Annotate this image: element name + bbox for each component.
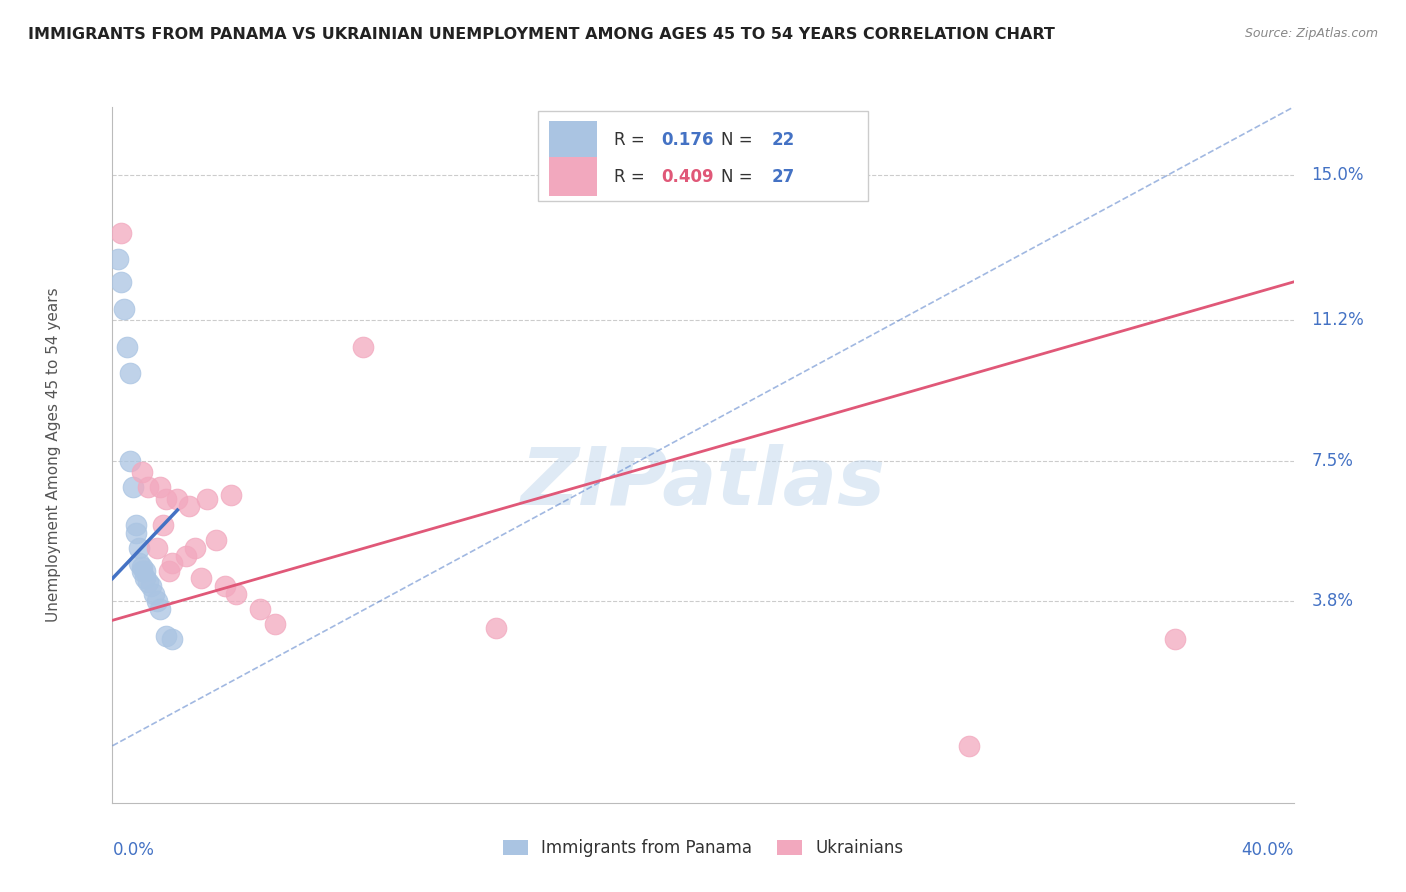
Point — [110, 226, 132, 240]
Point — [155, 628, 177, 642]
Point — [146, 594, 169, 608]
Legend: Immigrants from Panama, Ukrainians: Immigrants from Panama, Ukrainians — [496, 833, 910, 864]
Text: 22: 22 — [772, 131, 794, 149]
Text: ZIPatlas: ZIPatlas — [520, 443, 886, 522]
Point — [152, 518, 174, 533]
FancyBboxPatch shape — [537, 111, 869, 201]
Point — [264, 617, 287, 632]
Point — [1164, 632, 1187, 647]
Point — [136, 480, 159, 494]
Point — [352, 340, 374, 354]
Text: 15.0%: 15.0% — [1312, 167, 1364, 185]
Point — [134, 564, 156, 578]
Point — [128, 556, 150, 570]
Point — [120, 366, 142, 380]
Point — [131, 564, 153, 578]
Point — [146, 541, 169, 555]
Point — [160, 632, 183, 647]
Point — [249, 602, 271, 616]
Text: 0.409: 0.409 — [662, 168, 714, 186]
Point — [225, 587, 247, 601]
Text: 7.5%: 7.5% — [1312, 451, 1353, 469]
Point — [184, 541, 207, 555]
Point — [136, 575, 159, 590]
Point — [149, 480, 172, 494]
Point — [117, 340, 138, 354]
Bar — [550, 120, 596, 159]
Text: 0.176: 0.176 — [662, 131, 714, 149]
Point — [157, 564, 180, 578]
Point — [214, 579, 236, 593]
Point — [131, 28, 153, 42]
Point — [190, 572, 212, 586]
Point — [131, 465, 153, 479]
Point — [128, 541, 150, 555]
Point — [174, 549, 197, 563]
Point — [219, 488, 242, 502]
Point — [112, 301, 135, 316]
Point — [160, 556, 183, 570]
Point — [195, 491, 218, 506]
Point — [142, 587, 165, 601]
Text: 11.2%: 11.2% — [1312, 311, 1364, 329]
Text: 27: 27 — [772, 168, 794, 186]
Point — [107, 252, 129, 266]
Point — [166, 491, 188, 506]
Point — [122, 480, 145, 494]
Point — [110, 275, 132, 289]
Text: 0.0%: 0.0% — [112, 841, 155, 859]
Text: N =: N = — [721, 168, 758, 186]
Text: R =: R = — [614, 168, 651, 186]
Point — [957, 739, 980, 753]
Point — [120, 453, 142, 467]
Point — [485, 621, 508, 635]
Text: IMMIGRANTS FROM PANAMA VS UKRAINIAN UNEMPLOYMENT AMONG AGES 45 TO 54 YEARS CORRE: IMMIGRANTS FROM PANAMA VS UKRAINIAN UNEM… — [28, 27, 1054, 42]
Point — [179, 500, 201, 514]
Point — [149, 602, 172, 616]
Bar — [550, 158, 596, 195]
Point — [139, 579, 162, 593]
Text: R =: R = — [614, 131, 651, 149]
Text: N =: N = — [721, 131, 758, 149]
Text: 40.0%: 40.0% — [1241, 841, 1294, 859]
Point — [205, 533, 228, 548]
Point — [155, 491, 177, 506]
Point — [125, 525, 148, 540]
Text: Source: ZipAtlas.com: Source: ZipAtlas.com — [1244, 27, 1378, 40]
Text: 3.8%: 3.8% — [1312, 592, 1353, 610]
Point — [134, 572, 156, 586]
Point — [125, 518, 148, 533]
Point — [131, 560, 153, 574]
Text: Unemployment Among Ages 45 to 54 years: Unemployment Among Ages 45 to 54 years — [46, 287, 60, 623]
